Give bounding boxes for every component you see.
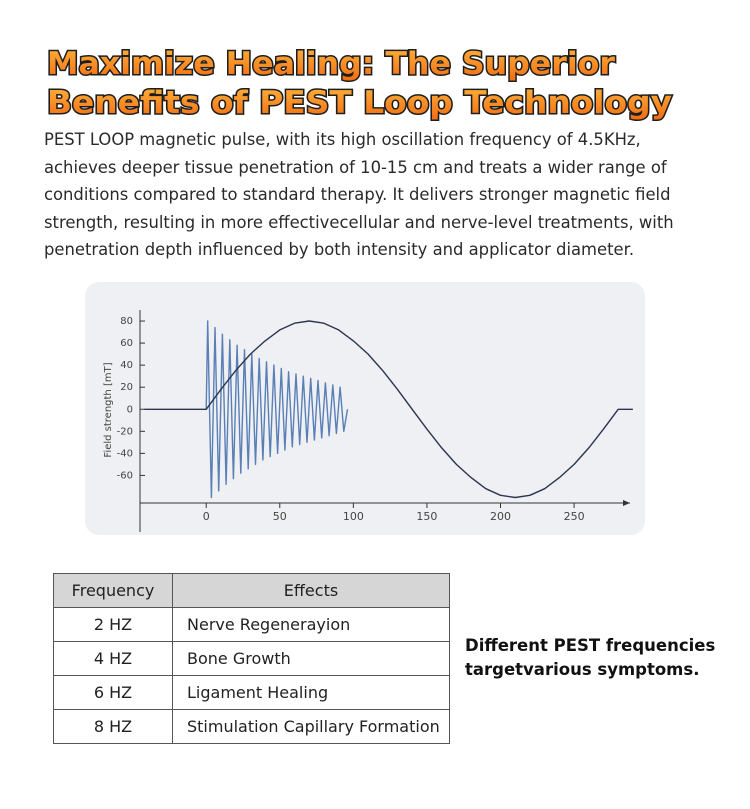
y-tick-label: -20	[117, 426, 133, 437]
paragraph-line: achieves deeper tissue penetration of 10…	[44, 157, 667, 177]
frequency-table: Frequency Effects 2 HZ Nerve Regenerayion…	[53, 573, 450, 744]
paragraph-line: conditions compared to standard therapy.…	[44, 185, 671, 204]
paragraph-line: penetration depth influenced by both int…	[44, 240, 635, 259]
table-cell: Ligament Healing	[172, 675, 450, 710]
y-tick-label: 0	[127, 404, 133, 415]
y-tick-label: -60	[117, 470, 133, 481]
x-axis-arrow	[623, 500, 630, 506]
title-block: Maximize Healing: The Superior Benefits …	[46, 45, 674, 123]
y-tick-label: 80	[120, 316, 133, 327]
x-tick-label: 200	[490, 510, 511, 523]
title-line: Benefits of PEST Loop Technology	[47, 85, 672, 121]
table-row: 6 HZ Ligament Healing	[53, 675, 450, 710]
table-cell: Nerve Regenerayion	[172, 607, 450, 642]
paragraph-line: PEST LOOP magnetic pulse, with its high …	[44, 130, 641, 149]
table-row: 4 HZ Bone Growth	[53, 641, 450, 676]
series-line	[205, 320, 349, 499]
table-cell: 4 HZ	[53, 641, 173, 676]
x-tick-label: 100	[343, 510, 364, 523]
y-tick-label: -40	[117, 448, 133, 459]
y-tick-label: 40	[120, 360, 133, 371]
table-cell: Stimulation Capillary Formation	[172, 709, 450, 744]
table-row: 2 HZ Nerve Regenerayion	[53, 607, 450, 642]
table-cell: Bone Growth	[172, 641, 450, 676]
x-tick-label: 150	[416, 510, 437, 523]
table-row: 8 HZ Stimulation Capillary Formation	[53, 709, 450, 744]
chart-panel	[85, 282, 645, 535]
y-tick-label: 20	[120, 382, 133, 393]
table-cell: 6 HZ	[53, 675, 173, 710]
table-cell: 2 HZ	[53, 607, 173, 642]
x-tick-label: 50	[273, 510, 287, 523]
x-tick-label: 250	[564, 510, 585, 523]
title-line: Maximize Healing: The Superior	[47, 46, 616, 82]
paragraph: PEST LOOP magnetic pulse, with its high …	[44, 126, 674, 264]
header-cell: Effects	[172, 573, 450, 608]
header-cell: Frequency	[53, 573, 173, 608]
table-cell: 8 HZ	[53, 709, 173, 744]
y-tick-label: 60	[120, 338, 133, 349]
x-tick-label: 0	[203, 510, 210, 523]
y-axis-label: Field strength [mT]	[103, 362, 114, 457]
paragraph-line: strength, resulting in more effectivecel…	[44, 212, 674, 232]
side-note: Different PEST frequencies targetvarious…	[465, 636, 716, 679]
series-line	[144, 320, 633, 499]
